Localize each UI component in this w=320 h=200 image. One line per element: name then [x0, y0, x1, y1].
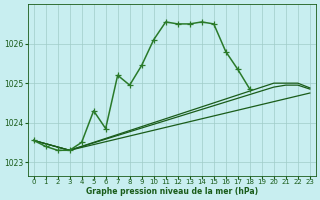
X-axis label: Graphe pression niveau de la mer (hPa): Graphe pression niveau de la mer (hPa)	[86, 187, 258, 196]
